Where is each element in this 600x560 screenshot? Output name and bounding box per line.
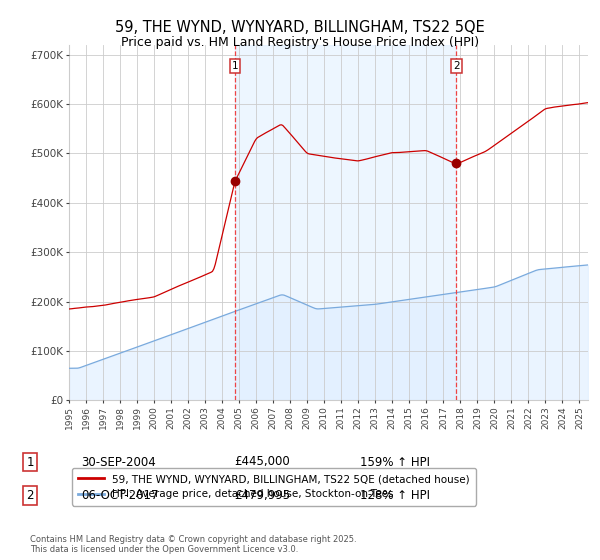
- Text: 30-SEP-2004: 30-SEP-2004: [81, 455, 156, 469]
- Text: 2: 2: [26, 489, 34, 502]
- Text: 1: 1: [26, 455, 34, 469]
- Text: 59, THE WYND, WYNYARD, BILLINGHAM, TS22 5QE: 59, THE WYND, WYNYARD, BILLINGHAM, TS22 …: [115, 20, 485, 35]
- Text: 1: 1: [232, 61, 238, 71]
- Legend: 59, THE WYND, WYNYARD, BILLINGHAM, TS22 5QE (detached house), HPI: Average price: 59, THE WYND, WYNYARD, BILLINGHAM, TS22 …: [71, 468, 476, 506]
- Text: £479,995: £479,995: [234, 489, 290, 502]
- Text: 128% ↑ HPI: 128% ↑ HPI: [360, 489, 430, 502]
- Text: Contains HM Land Registry data © Crown copyright and database right 2025.
This d: Contains HM Land Registry data © Crown c…: [30, 535, 356, 554]
- Bar: [235, 45, 457, 400]
- Text: 2: 2: [453, 61, 460, 71]
- Text: 06-OCT-2017: 06-OCT-2017: [81, 489, 158, 502]
- Text: £445,000: £445,000: [234, 455, 290, 469]
- Text: 159% ↑ HPI: 159% ↑ HPI: [360, 455, 430, 469]
- Text: Price paid vs. HM Land Registry's House Price Index (HPI): Price paid vs. HM Land Registry's House …: [121, 36, 479, 49]
